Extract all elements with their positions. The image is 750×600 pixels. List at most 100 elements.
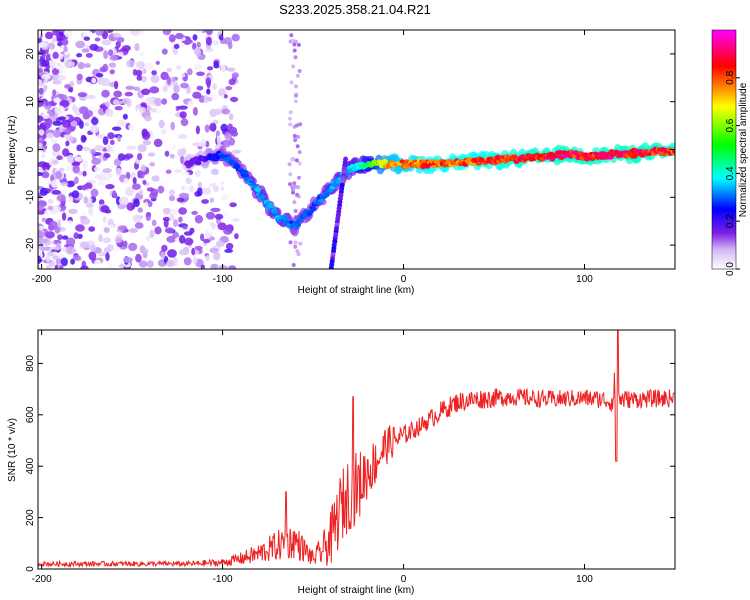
spectrogram-noise-blob	[228, 265, 237, 269]
spectrogram-noise-blob	[72, 254, 81, 261]
spectrogram-noise-blob	[97, 179, 106, 187]
spectrogram-noise-blob	[38, 231, 44, 239]
spectrogram-streak	[328, 265, 334, 269]
spectrogram-noise-blob	[103, 50, 109, 60]
spectrogram-noise-blob	[182, 225, 188, 230]
spectrogram-noise-blob	[105, 184, 115, 190]
spectrogram-noise-blob	[80, 184, 89, 190]
spectrogram-noise-blob	[53, 129, 61, 138]
spectrogram-noise-blob	[134, 43, 140, 51]
y-tick-label: 20	[25, 48, 36, 60]
spectrogram-noise-blob	[83, 36, 91, 41]
spectrogram-noise-blob	[116, 119, 127, 127]
spectrogram-noise-blob	[133, 86, 141, 92]
spectrogram-noise-blob	[150, 74, 160, 84]
spectrogram-noise-blob	[122, 113, 128, 120]
spectrogram-noise-blob	[201, 91, 206, 97]
spectrogram-noise-blob	[52, 30, 61, 36]
spectrogram-noise-blob	[38, 129, 45, 136]
spectrogram-noise-blob	[104, 174, 111, 182]
spectrogram-noise-blob	[93, 144, 104, 152]
spectrogram-noise-blob	[132, 214, 142, 223]
spectrogram-noise-blob	[52, 80, 62, 85]
spectrogram-ridge-core	[259, 194, 266, 200]
y-tick-label: 400	[25, 457, 36, 474]
spectrogram-noise-blob	[209, 197, 214, 203]
spectrogram-noise-blob	[55, 258, 62, 266]
spectrogram-noise-blob	[296, 134, 300, 139]
spectrogram-noise-blob	[88, 171, 94, 177]
colorbar-tick-label: 0.8	[725, 70, 736, 84]
spectrogram-noise-blob	[291, 263, 296, 267]
spectrogram-noise-blob	[75, 224, 85, 232]
spectrogram-noise-blob	[192, 91, 202, 99]
snr-frame	[37, 329, 676, 570]
spectrogram-noise-blob	[106, 244, 114, 251]
spectrogram-noise-blob	[164, 227, 175, 234]
spectrogram-noise-blob	[80, 265, 89, 269]
spectrogram-noise-blob	[60, 64, 67, 73]
spectrogram-ridge-core	[282, 215, 289, 222]
spectrogram-noise-blob	[231, 149, 242, 154]
spectrogram-noise-blob	[50, 174, 55, 182]
spectrogram-noise-blob	[52, 89, 57, 96]
spectrogram-noise-blob	[137, 207, 143, 213]
spectrogram-noise-blob	[41, 74, 51, 80]
x-tick-label: 100	[576, 574, 593, 585]
spectrogram-noise-blob	[229, 137, 235, 146]
spectrogram-noise-blob	[180, 82, 189, 89]
spectrogram-noise-blob	[178, 249, 188, 256]
spectrogram-noise-blob	[194, 245, 203, 251]
spectrogram-noise-blob	[56, 194, 66, 202]
spectrogram-noise-blob	[138, 189, 144, 196]
spectrogram-noise-blob	[41, 217, 47, 222]
spectrogram-noise-blob	[220, 123, 228, 132]
spectrogram-noise-blob	[209, 122, 217, 132]
colorbar-tick-label: 0.0	[725, 262, 736, 276]
spectrogram-noise-blob	[210, 168, 219, 175]
spectrogram-ridge-core	[243, 173, 250, 178]
spectrogram-noise-blob	[64, 30, 73, 38]
spectrogram-noise-blob	[94, 259, 102, 268]
spectrogram-noise-blob	[63, 134, 70, 139]
spectrogram-noise-blob	[146, 260, 154, 268]
spectrogram-noise-blob	[167, 249, 177, 258]
spectrogram-noise-blob	[206, 89, 211, 95]
spectrogram-noise-blob	[80, 134, 87, 143]
spectrogram-noise-blob	[147, 152, 156, 157]
spectrogram-noise-blob	[222, 139, 231, 148]
spectrogram-noise-blob	[54, 61, 62, 70]
spectrogram-noise-blob	[143, 62, 154, 71]
spectrogram-noise-blob	[293, 240, 298, 245]
spectrogram-noise-blob	[102, 168, 112, 174]
spectrogram-noise-blob	[124, 91, 134, 97]
spectrogram-noise-blob	[141, 88, 151, 96]
spectrogram-noise-blob	[149, 229, 155, 239]
spectrogram-noise-blob	[134, 222, 144, 229]
spectrogram-noise-blob	[52, 120, 63, 126]
spectrogram-noise-blob	[41, 154, 46, 159]
spectrogram-noise-blob	[176, 64, 182, 70]
spectrogram-noise-blob	[117, 225, 128, 231]
spectrogram-noise-blob	[88, 226, 96, 232]
spectrogram-noise-blob	[229, 202, 237, 208]
spectrogram-noise-blob	[209, 108, 218, 117]
spectrogram-noise-blob	[231, 33, 240, 42]
spectrogram-noise-blob	[175, 32, 184, 40]
spectrogram-noise-blob	[125, 85, 135, 90]
spectrogram-noise-blob	[85, 53, 93, 58]
colorbar: 0.0 0.2 0.4 0.6 0.8 Normalized spectral ampl…	[711, 29, 749, 276]
spectrogram-noise-blob	[89, 125, 100, 134]
spectrogram-noise-blob	[107, 30, 113, 33]
spectrogram-noise-blob	[104, 209, 112, 214]
spectrogram-noise-blob	[288, 116, 292, 121]
spectrogram-noise-blob	[145, 212, 152, 217]
spectrogram-noise-blob	[104, 108, 114, 117]
y-tick-label: 200	[25, 509, 36, 526]
spectrogram-noise-blob	[138, 260, 148, 268]
spectrogram-noise-blob	[291, 187, 295, 192]
spectrogram-noise-blob	[108, 224, 116, 229]
spectrogram-noise-blob	[47, 199, 54, 204]
spectrogram-noise-blob	[121, 45, 131, 52]
spectrogram-noise-blob	[90, 148, 96, 155]
